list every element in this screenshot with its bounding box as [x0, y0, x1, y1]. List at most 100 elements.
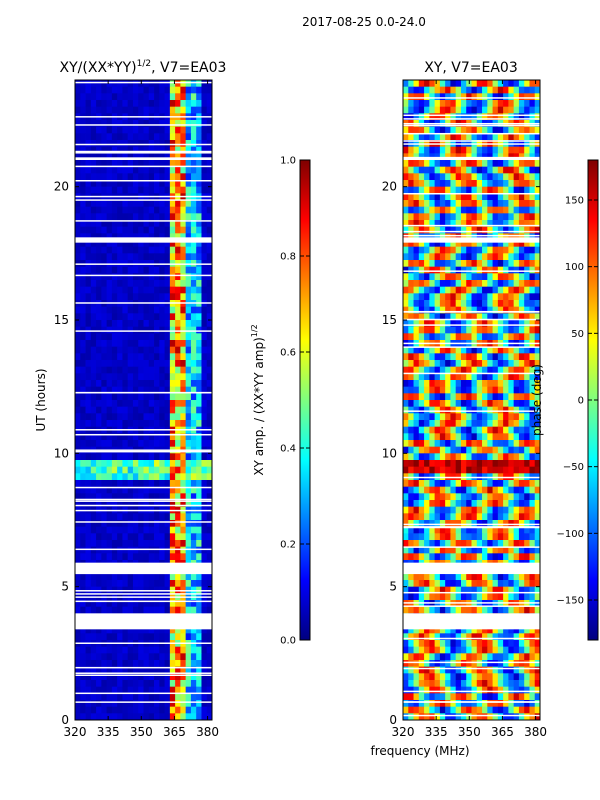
panel2-heatmap-cell: [450, 240, 457, 248]
panel1-heatmap-cell: [164, 466, 171, 474]
panel2-heatmap-cell: [534, 586, 541, 594]
panel1-heatmap-cell: [127, 480, 134, 488]
panel2-heatmap-cell: [418, 293, 425, 301]
panel1-heatmap-cell: [117, 226, 123, 234]
panel1-heatmap-cell: [117, 280, 123, 288]
panel1-heatmap-cell: [159, 526, 165, 534]
panel2-heatmap-cell: [418, 280, 425, 288]
panel1-heatmap-cell: [169, 400, 176, 408]
panel2-heatmap-cell: [487, 546, 493, 554]
panel2-heatmap-cell: [450, 166, 457, 174]
panel2-heatmap-cell: [418, 646, 425, 654]
panel2-heatmap-cell: [418, 673, 425, 681]
panel1-heatmap-cell: [75, 420, 81, 428]
panel1-heatmap-cell: [180, 340, 187, 348]
panel2-heatmap-cell: [445, 360, 451, 368]
panel2-heatmap-cell: [403, 593, 409, 601]
panel2-heatmap-cell: [434, 153, 441, 161]
panel2-heatmap-cell: [455, 113, 462, 121]
panel1-heatmap-cell: [201, 606, 208, 614]
panel1-heatmap-cell: [190, 700, 197, 708]
panel2-heatmap-cell: [424, 186, 430, 194]
panel2-heatmap-cell: [482, 213, 488, 221]
panel2-heatmap-cell: [424, 293, 430, 301]
panel1-heatmap-cell: [85, 126, 92, 134]
panel2-heatmap-cell: [418, 226, 425, 234]
panel1-heatmap-cell: [196, 133, 202, 141]
panel2-heatmap-cell: [487, 593, 493, 601]
panel2-heatmap-cell: [445, 353, 451, 361]
panel1-heatmap-cell: [117, 153, 123, 161]
panel1-heatmap-cell: [148, 326, 155, 334]
panel1-heatmap-cell: [106, 660, 113, 668]
panel2-heatmap-cell: [466, 280, 472, 288]
panel1-heatmap-cell: [169, 80, 176, 88]
panel1-heatmap-cell: [159, 493, 165, 501]
panel1-heatmap-cell: [201, 700, 208, 708]
panel2-heatmap-cell: [450, 273, 457, 281]
panel1-heatmap-cell: [80, 200, 86, 208]
panel1-heatmap-cell: [127, 646, 134, 654]
panel2-heatmap-cell: [434, 386, 441, 394]
panel2-heatmap-cell: [403, 126, 409, 134]
panel1-heatmap-cell: [138, 326, 144, 334]
panel1-heatmap-cell: [175, 706, 181, 714]
panel2-heatmap-cell: [455, 466, 462, 474]
panel1-heatmap-cell: [96, 173, 102, 181]
panel2-heatmap-cell: [466, 533, 472, 541]
panel1-heatmap-cell: [175, 266, 181, 274]
panel1-heatmap-cell: [196, 326, 202, 334]
panel1-heatmap-cell: [180, 353, 187, 361]
panel2-heatmap-cell: [450, 513, 457, 521]
panel2-heatmap-cell: [455, 653, 462, 661]
panel2-heatmap-cell: [487, 80, 493, 88]
panel1-heatmap-cell: [206, 273, 213, 281]
panel1-heatmap-cell: [111, 273, 118, 281]
panel2-heatmap-cell: [434, 433, 441, 441]
panel2-heatmap-cell: [529, 526, 536, 534]
panel2-heatmap-cell: [413, 80, 420, 88]
panel1-data-gaps: [75, 81, 212, 703]
panel2-heatmap-cell: [434, 413, 441, 421]
panel2-heatmap-cell: [466, 333, 472, 341]
panel2-heatmap-cell: [450, 173, 457, 181]
panel1-heatmap-cell: [169, 453, 176, 461]
panel2-heatmap-cell: [482, 400, 488, 408]
panel1-heatmap-cell: [96, 146, 102, 154]
panel1-heatmap-cell: [122, 126, 129, 134]
panel2-heatmap-cell: [466, 486, 472, 494]
panel2-heatmap-cell: [439, 520, 446, 528]
panel2-heatmap-cell: [492, 206, 499, 214]
panel2-heatmap-cell: [492, 306, 499, 314]
panel2-heatmap-cell: [508, 513, 515, 521]
panel2-heatmap-cell: [455, 686, 462, 694]
panel2-heatmap-cell: [466, 666, 472, 674]
panel1-heatmap-cell: [175, 693, 181, 701]
panel2-heatmap-cell: [450, 300, 457, 308]
panel1-heatmap-cell: [132, 400, 139, 408]
panel2-heatmap-cell: [487, 453, 493, 461]
panel1-heatmap-cell: [169, 93, 176, 101]
panel2-heatmap-cell: [403, 680, 409, 688]
panel2-heatmap-cell: [445, 186, 451, 194]
panel1-heatmap-cell: [159, 660, 165, 668]
panel1-heatmap-cell: [206, 266, 213, 274]
panel1-heatmap-cell: [101, 326, 108, 334]
panel2-heatmap-cell: [455, 606, 462, 614]
panel1-heatmap-cell: [106, 453, 113, 461]
panel2-heatmap-cell: [529, 346, 536, 354]
panel2-heatmap-cell: [455, 126, 462, 134]
panel1-heatmap-cell: [75, 693, 81, 701]
panel1-heatmap-cell: [159, 393, 165, 401]
panel1-heatmap-cell: [159, 386, 165, 394]
panel2-heatmap-cell: [482, 680, 488, 688]
panel1-heatmap-cell: [122, 553, 129, 561]
panel2-heatmap-cell: [497, 326, 504, 334]
panel1-heatmap-cell: [154, 286, 160, 294]
panel1-heatmap-cell: [96, 266, 102, 274]
panel2-heatmap-cell: [497, 626, 504, 634]
panel2-heatmap-cell: [482, 646, 488, 654]
panel1-heatmap-cell: [148, 86, 155, 94]
panel1-heatmap-cell: [138, 453, 144, 461]
panel2-heatmap-cell: [482, 246, 488, 254]
